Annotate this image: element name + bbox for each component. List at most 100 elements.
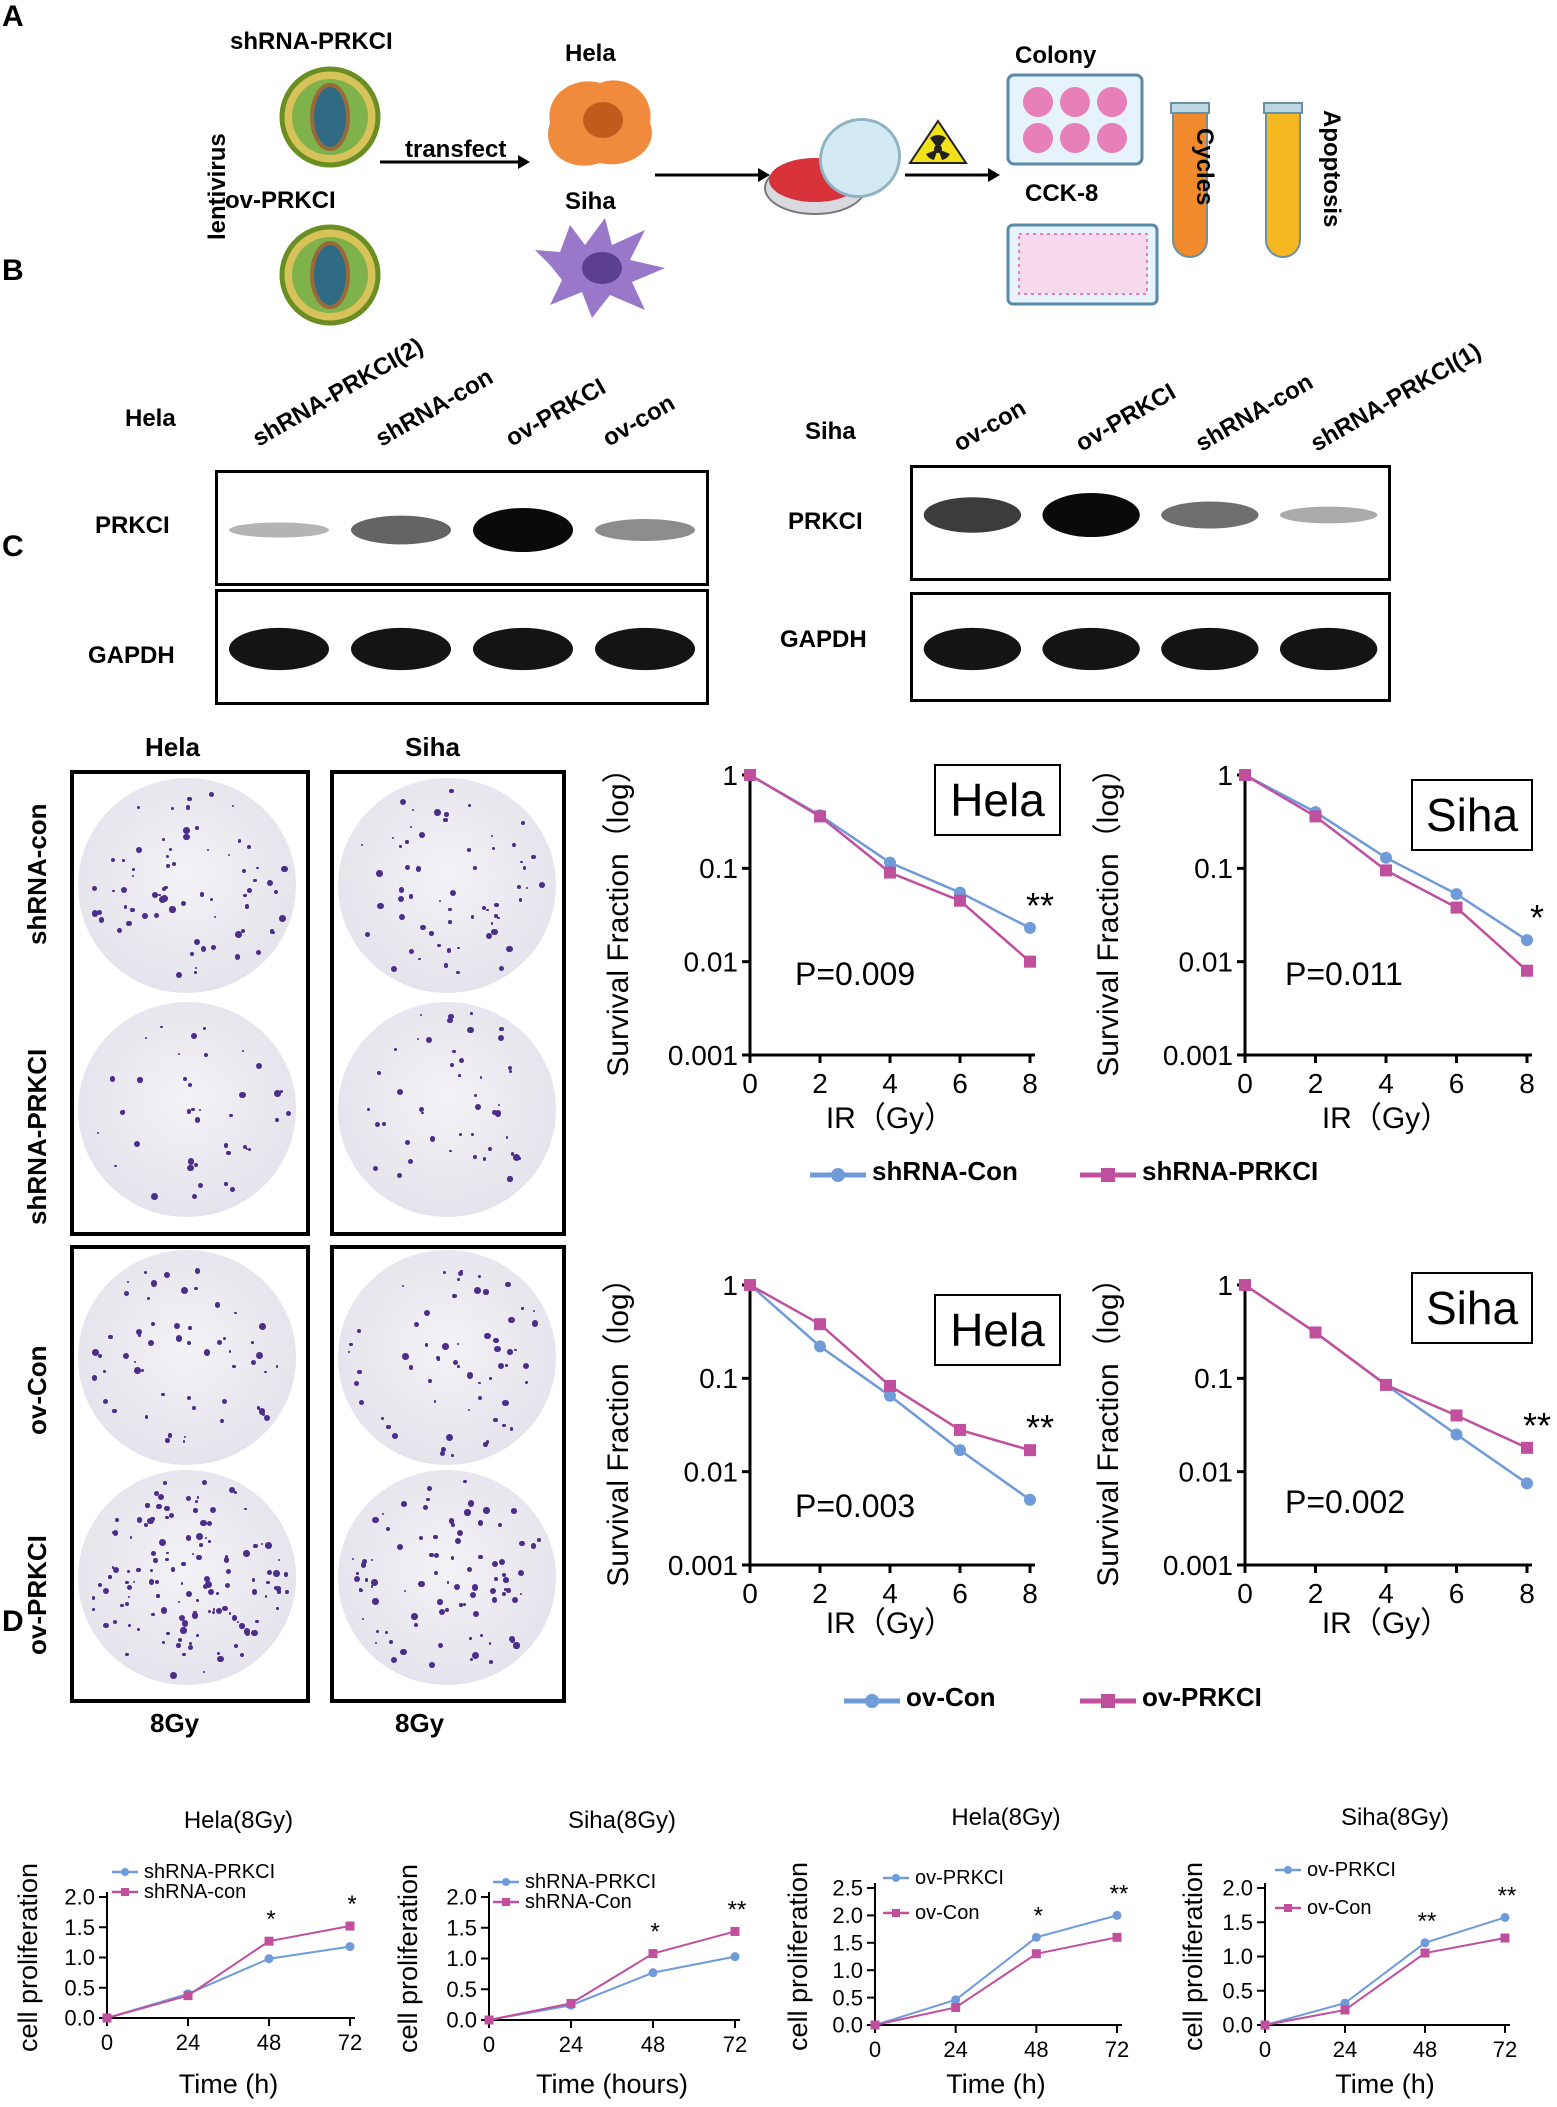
colony-dot [166, 1631, 170, 1636]
series-point [730, 1952, 740, 1962]
colony-dot [161, 895, 169, 902]
colony-dot [360, 844, 363, 847]
colony-dot [225, 1582, 231, 1588]
colony-dot [251, 1360, 257, 1365]
colony-dot [472, 1651, 480, 1659]
colony-dot [92, 1607, 96, 1611]
series-point [1450, 1409, 1463, 1422]
colony-dot [161, 886, 166, 891]
series-point [1521, 934, 1533, 947]
series-point [1031, 1932, 1041, 1942]
y-tick-label: 1.5 [1222, 1910, 1253, 1935]
colony-dot [477, 1381, 481, 1385]
colony-dot [147, 1517, 154, 1525]
colony-dot [136, 1517, 143, 1523]
colony-dot [193, 938, 200, 945]
colony-dot [510, 1637, 516, 1643]
colony-dot [433, 1571, 438, 1576]
colony-dot [452, 1049, 456, 1054]
colony-dot [159, 1538, 167, 1546]
x-tick-label: 6 [952, 1578, 968, 1609]
series-point [1309, 1326, 1322, 1339]
legend-marker [502, 1898, 510, 1906]
colony-dot [154, 1491, 160, 1497]
colony-dot [419, 1013, 422, 1016]
colony-dot [418, 832, 425, 838]
colony-dot [489, 1642, 492, 1645]
series-point [1031, 1949, 1041, 1959]
x-tick-label: 8 [1519, 1068, 1535, 1099]
colony-dot [229, 1612, 232, 1615]
significance-marker: ** [728, 1896, 747, 1923]
colony-dot [191, 1032, 197, 1039]
colony-dot [194, 966, 198, 970]
colony-dot [194, 1268, 200, 1274]
significance-marker: * [1530, 897, 1544, 938]
colony-dot [150, 1612, 155, 1617]
colony-dot [399, 845, 402, 848]
colony-dot [262, 1412, 266, 1416]
colony-dot [444, 1607, 449, 1612]
colony-plate-icon [1006, 73, 1144, 166]
colony-dot [364, 1578, 369, 1582]
colony-dose-siha-label: 8Gy [395, 1708, 445, 1738]
colony-dot [275, 1607, 279, 1610]
colony-dot [226, 1150, 231, 1156]
colony-col-siha-label: Siha [405, 732, 460, 762]
p-value-annotation: P=0.003 [795, 1488, 915, 1524]
colony-dot [467, 848, 472, 852]
series-point [814, 1340, 826, 1353]
colony-dot [444, 963, 449, 968]
colony-dot [492, 1560, 499, 1567]
wb-siha-prkci-band [1042, 493, 1140, 537]
series-point [1239, 769, 1251, 781]
wb-siha-gapdh-blot [910, 592, 1391, 702]
series-point [1420, 1948, 1430, 1958]
x-tick-label: 6 [1449, 1068, 1465, 1099]
colony-dot [239, 1623, 245, 1629]
colony-dot [185, 1590, 193, 1597]
colony-dot [273, 889, 279, 894]
colony-dot [510, 1508, 517, 1514]
legend-shrna-prkci-label: shRNA-PRKCI [1142, 1156, 1319, 1186]
significance-marker: * [1034, 1902, 1043, 1929]
colony-dot [347, 1351, 350, 1354]
colony-dot [467, 1027, 474, 1034]
colony-dot [191, 1552, 194, 1555]
colony-dot [204, 1576, 211, 1583]
legend-marker [1284, 1904, 1292, 1912]
x-tick-label: 0 [1259, 2037, 1271, 2062]
colony-dot [371, 1579, 378, 1587]
colony-dot [178, 1053, 181, 1056]
colony-dot [185, 804, 191, 810]
colony-dot [519, 1540, 525, 1547]
colony-dot [193, 1508, 198, 1513]
chart-title-box [1411, 779, 1533, 851]
colony-dot [245, 1630, 251, 1636]
colony-dot [160, 1392, 165, 1397]
colony-dot [424, 1343, 429, 1347]
colony-dot [213, 915, 216, 918]
colony-dot [206, 849, 210, 852]
colony-dot [372, 1598, 380, 1605]
y-tick-label: 0.01 [684, 946, 739, 977]
colony-dot [507, 1176, 513, 1182]
colony-dot [427, 1485, 432, 1491]
colony-dot [480, 1633, 484, 1638]
significance-marker: * [266, 1906, 275, 1933]
colony-dot [91, 910, 99, 917]
colony-dot [508, 1317, 515, 1324]
colony-dot [477, 1520, 483, 1526]
colony-dot [359, 1588, 364, 1593]
significance-marker: * [347, 1891, 356, 1918]
colony-dot [113, 1566, 120, 1573]
y-tick-label: 0.5 [1222, 1978, 1253, 2003]
colony-dot [402, 1352, 409, 1360]
colony-dot [266, 1580, 270, 1584]
colony-dot [265, 1542, 273, 1550]
colony-dot [487, 1147, 492, 1152]
colony-dot [501, 1572, 507, 1578]
x-tick-label: 0 [1237, 1578, 1253, 1609]
y-tick-label: 0.0 [64, 2006, 95, 2031]
colony-dot [186, 1109, 192, 1114]
